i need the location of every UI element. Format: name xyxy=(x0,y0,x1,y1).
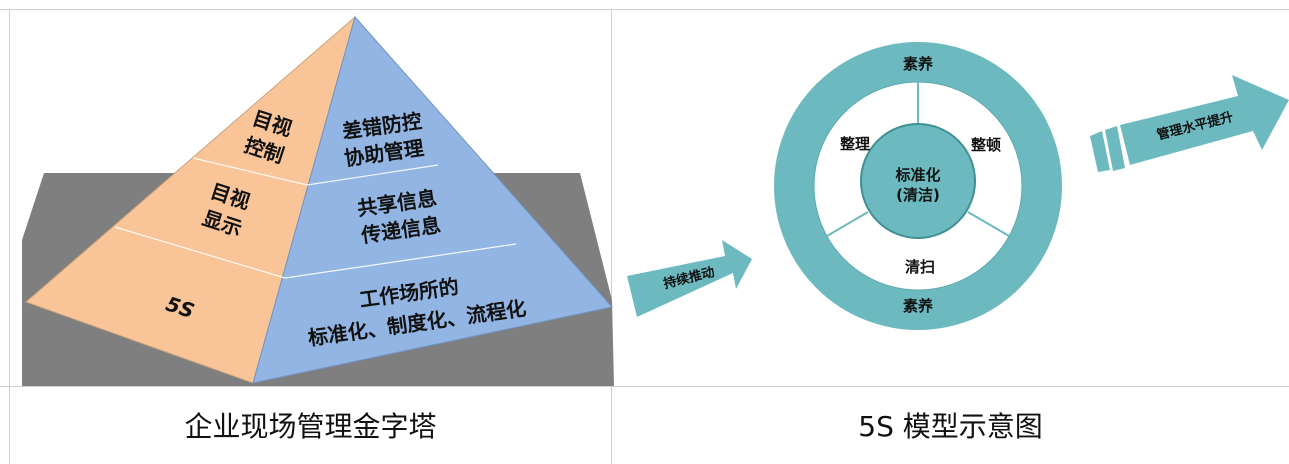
improvement-bar-2 xyxy=(1105,126,1125,171)
center-label-standardize: 标准化 xyxy=(894,166,940,184)
center-circle xyxy=(860,123,976,239)
pyramid-caption: 企业现场管理金字塔 xyxy=(184,410,437,443)
improvement-bar-1 xyxy=(1090,131,1110,172)
shine-label: 清扫 xyxy=(905,258,935,276)
5s-model-diagram: 持续推动 素养 素养 整理 整顿 清扫 标准化 (清洁) 管理水平提升 xyxy=(627,42,1289,330)
center-label-clean: (清洁) xyxy=(896,186,940,204)
ring-top-label: 素养 xyxy=(903,55,934,73)
set-in-order-label: 整顿 xyxy=(971,136,1001,154)
table-border-middle xyxy=(0,386,1289,387)
5s-model-caption: 5S 模型示意图 xyxy=(858,410,1043,443)
outer-ring xyxy=(774,42,1062,330)
push-arrow xyxy=(627,240,752,317)
table-border-top xyxy=(0,9,1289,10)
pyramid-tier-line-upper xyxy=(192,157,439,186)
spoke-bottom-right xyxy=(967,211,1010,237)
table-column-divider xyxy=(611,9,612,464)
table-border-left xyxy=(9,9,10,464)
pyramid-right-face xyxy=(252,15,613,384)
improvement-arrow xyxy=(1120,75,1289,165)
sort-label: 整理 xyxy=(840,135,870,153)
pyramid-tier-line-lower xyxy=(114,226,517,279)
ring-bottom-label: 素养 xyxy=(903,297,934,315)
spoke-bottom-left xyxy=(826,211,869,237)
pyramid-diagram: 目视 控制 目视 显示 5S 差错防控 协助管理 共享信息 传递信息 工作场所的… xyxy=(22,15,614,386)
